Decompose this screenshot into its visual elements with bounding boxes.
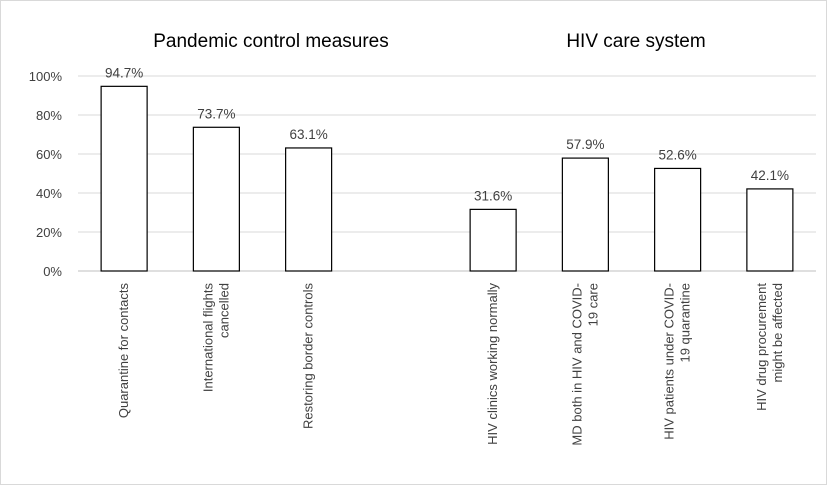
x-tick-label: HIV drug procurement — [754, 283, 769, 411]
y-tick-label: 100% — [29, 69, 63, 84]
y-tick-label: 0% — [43, 264, 62, 279]
x-tick-label: Restoring border controls — [301, 283, 316, 429]
x-tick-label: might be affected — [770, 283, 785, 383]
data-label: 31.6% — [474, 188, 512, 203]
x-tick-label: International flights — [200, 283, 215, 393]
x-tick-label: MD both in HIV and COVID- — [569, 283, 584, 446]
x-tick-label: 19 care — [585, 283, 600, 326]
x-axis-labels: Quarantine for contacts International fli… — [116, 283, 785, 446]
y-tick-label: 40% — [36, 186, 62, 201]
y-tick-label: 80% — [36, 108, 62, 123]
bar — [100, 85, 148, 272]
bar — [561, 157, 609, 272]
bar — [192, 126, 240, 272]
bar — [285, 147, 333, 272]
bar — [654, 167, 702, 272]
x-tick-label: HIV patients under COVID- — [662, 283, 677, 440]
data-label: 63.1% — [289, 127, 327, 142]
y-axis-ticks: 0% 20% 40% 60% 80% 100% — [29, 69, 63, 279]
x-tick-label: Quarantine for contacts — [116, 283, 131, 419]
y-tick-label: 60% — [36, 147, 62, 162]
data-label: 73.7% — [197, 106, 235, 121]
x-tick-label: cancelled — [216, 283, 231, 338]
bar — [469, 208, 517, 272]
group-title-pandemic: Pandemic control measures — [153, 31, 389, 52]
y-tick-label: 20% — [36, 225, 62, 240]
data-label: 94.7% — [105, 65, 143, 80]
bars — [100, 85, 794, 272]
x-tick-label: 19 quarantine — [678, 283, 693, 363]
data-label: 57.9% — [566, 137, 604, 152]
data-labels: 94.7% 73.7% 63.1% 31.6% 57.9% 52.6% 42.1% — [105, 65, 789, 203]
group-title-hiv: HIV care system — [566, 31, 705, 52]
data-label: 42.1% — [751, 168, 789, 183]
x-tick-label: HIV clinics working normally — [485, 283, 500, 445]
bar — [746, 188, 794, 272]
data-label: 52.6% — [658, 147, 696, 162]
